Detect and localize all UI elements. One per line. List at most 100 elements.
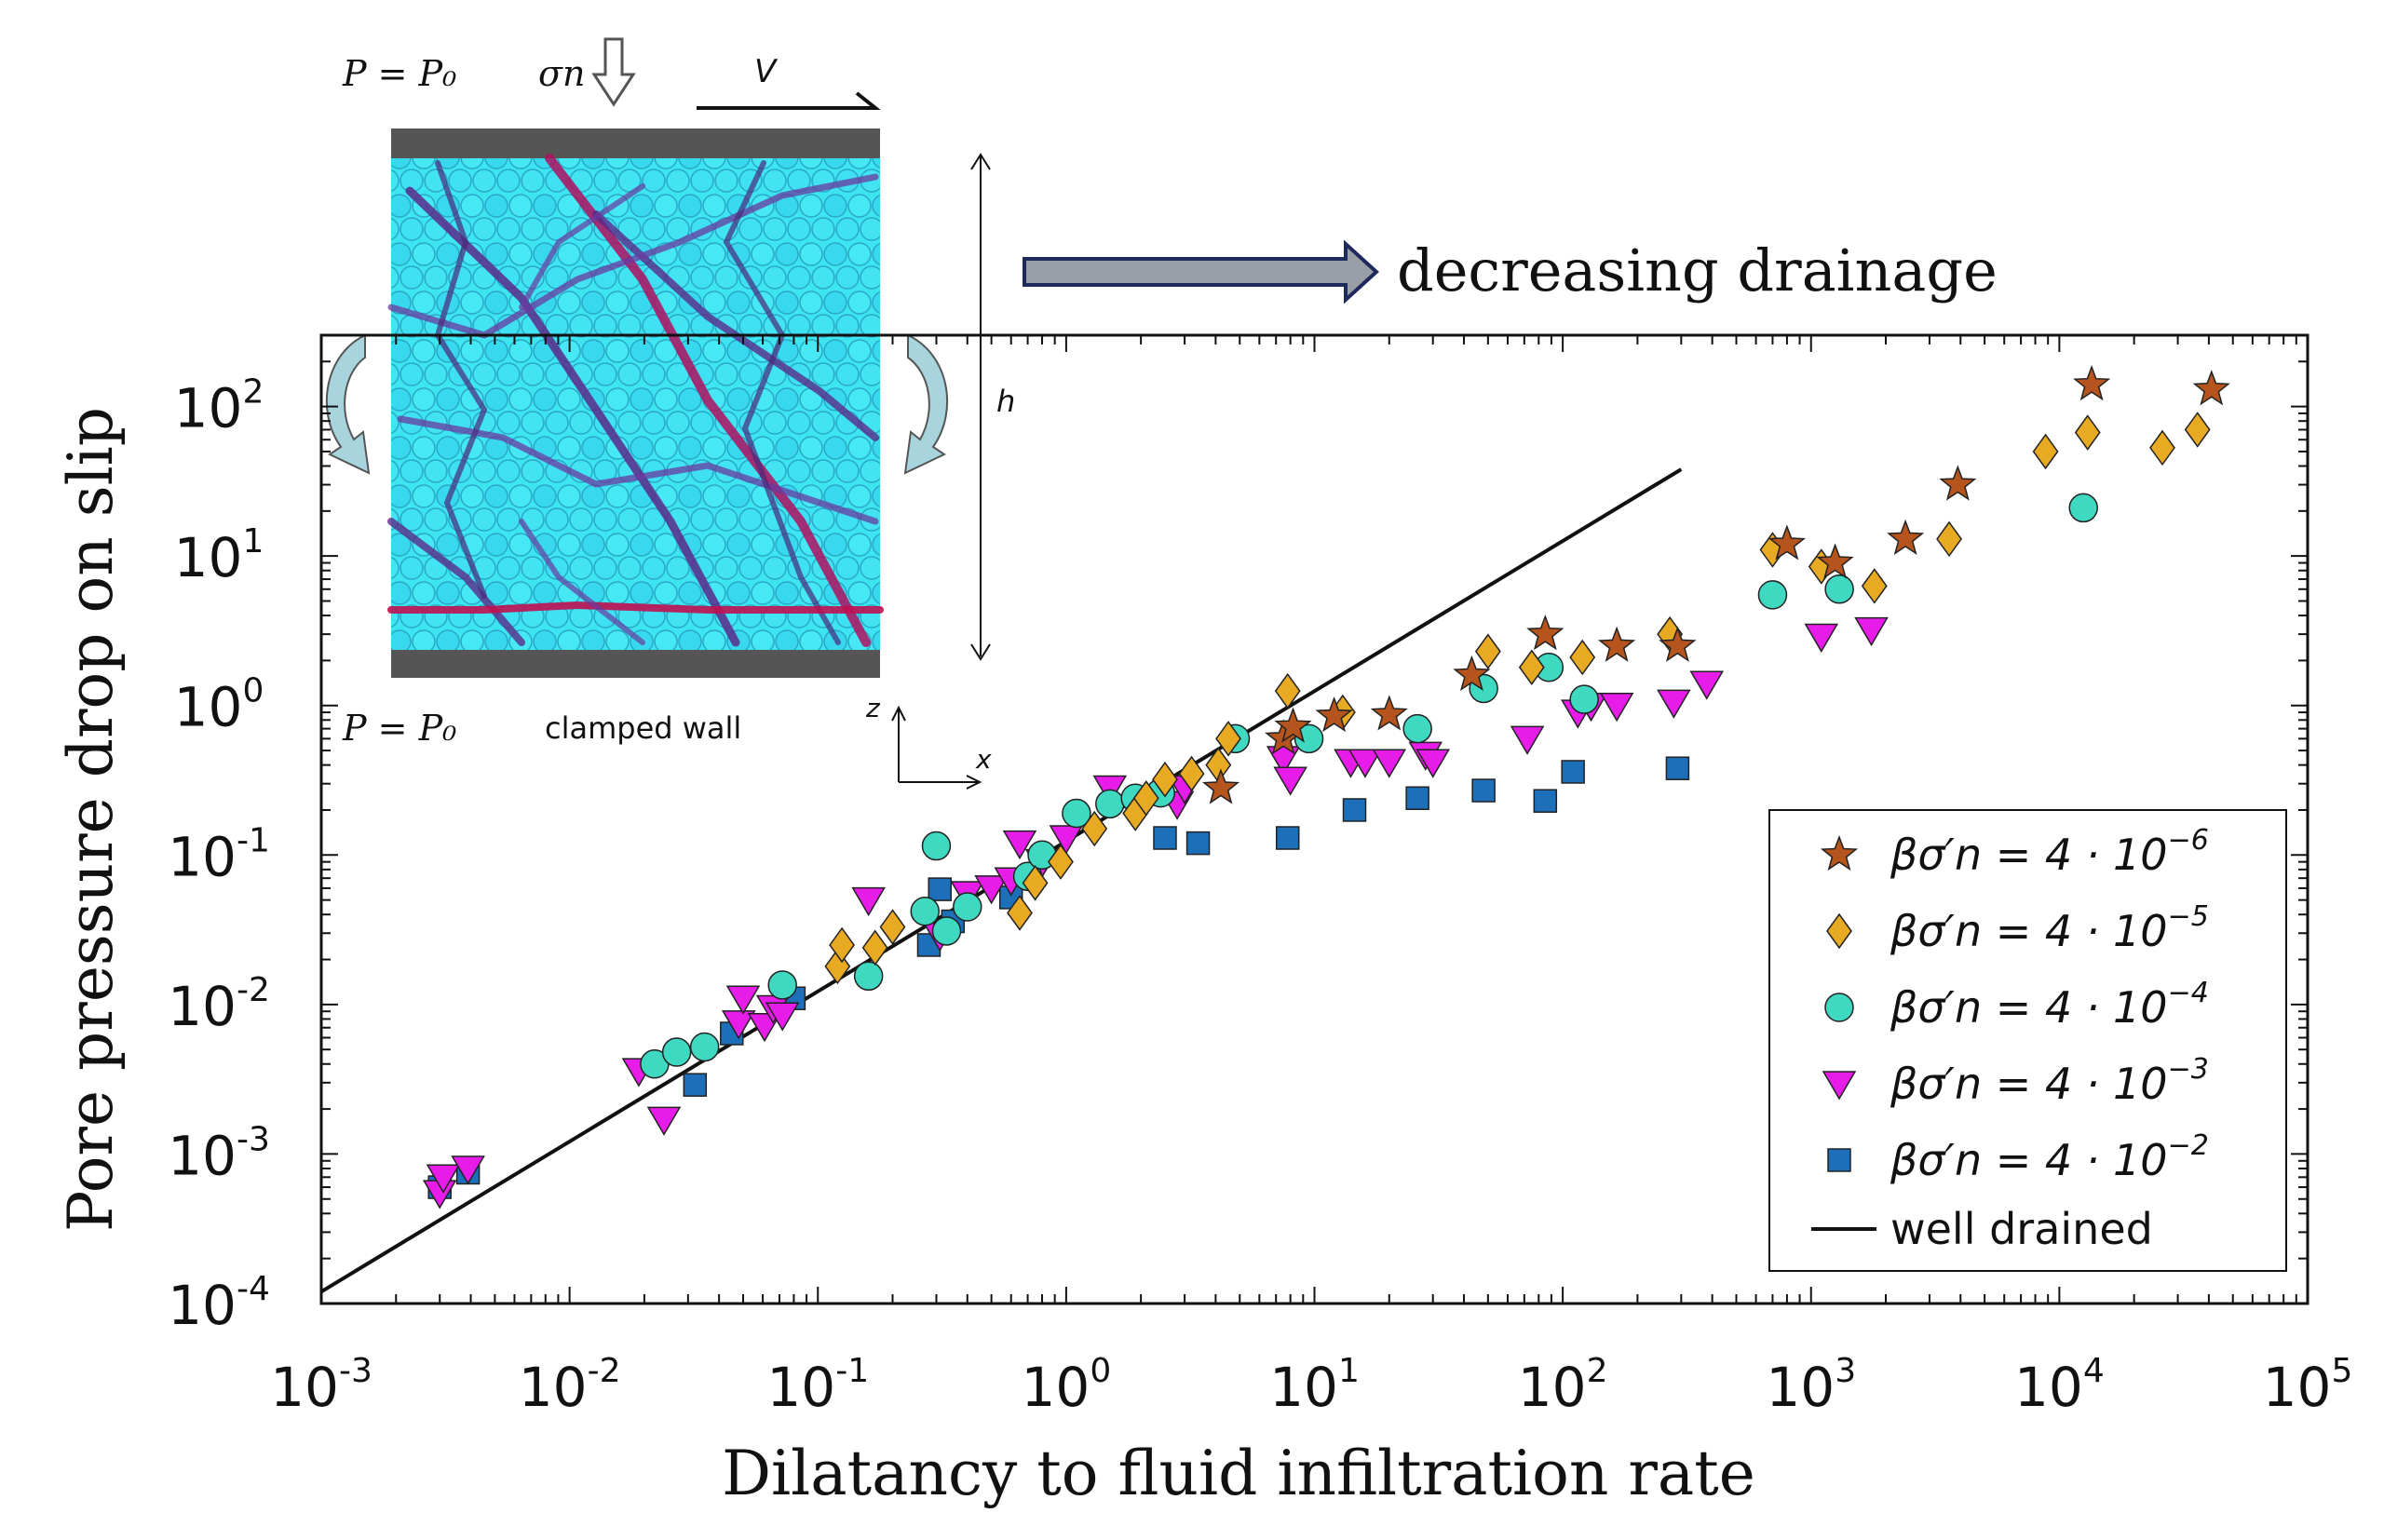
data-point-star (2192, 370, 2230, 406)
data-point-triangle-down (426, 1164, 461, 1194)
data-point-triangle-down (646, 1106, 682, 1136)
data-point-triangle-down (1416, 749, 1451, 778)
inset-bottom-pressure: P = P₀ (342, 708, 456, 749)
data-points (422, 364, 2230, 1209)
data-point-square (1153, 826, 1177, 850)
x-tick-label: 10-1 (766, 1352, 869, 1419)
y-tick-label: 102 (174, 373, 264, 440)
inset-normal-stress: σn (538, 53, 585, 94)
top-wall (391, 128, 880, 158)
drainage-arrow-icon (1023, 239, 1379, 304)
data-point-triangle-down (1854, 616, 1889, 647)
data-point-diamond (1518, 649, 1545, 686)
data-point-triangle-down (1002, 830, 1037, 860)
y-tick-label: 10-3 (168, 1120, 270, 1187)
axis-x-label: x (975, 744, 992, 775)
data-point-circle (931, 916, 962, 946)
data-point-diamond (1215, 721, 1241, 757)
data-point-circle (1824, 574, 1854, 604)
data-point-square (683, 1073, 708, 1097)
data-point-circle (1294, 723, 1324, 754)
data-point-star (1315, 696, 1353, 733)
data-point-star (1370, 695, 1408, 731)
inset-height: h (996, 384, 1015, 419)
data-point-circle (853, 961, 884, 992)
data-point-star (1597, 626, 1636, 662)
legend-marker-triangle-down (1822, 1071, 1857, 1101)
drainage-indicator: decreasing drainage (1023, 236, 1998, 304)
drainage-label: decreasing drainage (1397, 236, 1998, 304)
y-tick-label: 10-1 (168, 821, 270, 888)
x-tick-label: 100 (1022, 1352, 1112, 1419)
normal-stress-arrow-icon (591, 37, 636, 107)
data-point-circle (661, 1037, 692, 1067)
data-point-star (1453, 655, 1491, 692)
inset-bottom-wall-label: clamped wall (545, 710, 741, 746)
data-point-star (1659, 626, 1697, 662)
data-point-diamond (1178, 755, 1205, 792)
x-axis-label: Dilatancy to fluid infiltration rate (722, 1438, 1755, 1509)
x-tick-label: 105 (2263, 1352, 2353, 1419)
data-point-triangle-down (974, 875, 1009, 905)
legend-marker-diamond (1826, 912, 1852, 950)
inset-top-pressure: P = P₀ (342, 53, 456, 94)
data-point-star (2073, 364, 2111, 401)
data-point-diamond (1936, 520, 1962, 558)
x-tick-label: 104 (2014, 1352, 2105, 1419)
data-point-square (1405, 786, 1429, 811)
data-point-triangle-down (721, 1010, 756, 1040)
data-point-triangle-down (1348, 749, 1383, 778)
legend: βσ′n = 4 · 10−6 βσ′n = 4 · 10−5 βσ′n = 4 ·… (1811, 824, 2209, 1254)
data-point-diamond (2184, 412, 2211, 448)
velocity-arrow-icon (697, 91, 881, 110)
data-point-triangle-down (1510, 725, 1545, 755)
data-point-triangle-down (725, 985, 761, 1015)
legend-label: βσ′n = 4 · 10−5 (1890, 900, 2209, 956)
legend-box (1768, 809, 2287, 1272)
data-point-circle (1062, 798, 1091, 829)
x-tick-label: 101 (1269, 1352, 1360, 1419)
data-point-star (1887, 519, 1925, 556)
data-point-square (1185, 831, 1211, 856)
data-point-diamond (1048, 844, 1074, 880)
data-point-diamond (2032, 433, 2059, 470)
force-chains (387, 154, 884, 647)
data-point-star (1274, 707, 1312, 743)
data-point-circle (767, 970, 797, 1000)
data-point-square (1342, 798, 1367, 822)
data-point-square (1471, 778, 1496, 803)
y-tick-label: 10-2 (168, 971, 270, 1038)
data-point-circle (2068, 493, 2098, 523)
data-point-triangle-down (1273, 766, 1307, 796)
data-point-diamond (2074, 414, 2101, 451)
data-point-star (1768, 524, 1807, 561)
x-tick-label: 10-2 (519, 1352, 621, 1419)
y-tick-labels: 10-4 10-3 10-2 10-1 100 101 102 (168, 373, 270, 1337)
data-point-circle (921, 831, 952, 861)
data-point-diamond (829, 926, 856, 964)
data-point-square (1275, 826, 1300, 850)
data-point-star (1816, 543, 1854, 579)
data-point-diamond (861, 929, 888, 966)
data-point-square (1665, 756, 1690, 780)
data-point-triangle-down (765, 1002, 800, 1032)
y-tick-label: 101 (174, 522, 264, 589)
data-point-square (1533, 789, 1558, 813)
x-tick-label: 10-3 (270, 1352, 372, 1419)
axes-triad (891, 705, 982, 790)
data-point-diamond (1274, 672, 1301, 709)
data-point-diamond (879, 909, 906, 945)
legend-label: βσ′n = 4 · 10−6 (1890, 824, 2209, 880)
data-point-triangle-down (1657, 689, 1691, 719)
right-rotation-arrow-icon (903, 333, 949, 475)
y-tick-label: 100 (174, 672, 264, 739)
legend-label: βσ′n = 4 · 10−2 (1890, 1129, 2209, 1185)
axis-z-label: z (865, 693, 881, 723)
data-point-square (1561, 760, 1585, 784)
data-point-diamond (1081, 810, 1108, 847)
data-point-triangle-down (451, 1155, 485, 1185)
legend-label: βσ′n = 4 · 10−4 (1890, 977, 2209, 1033)
legend-marker-circle (1824, 993, 1854, 1022)
data-point-diamond (2149, 429, 2175, 466)
data-point-triangle-down (1599, 692, 1634, 723)
